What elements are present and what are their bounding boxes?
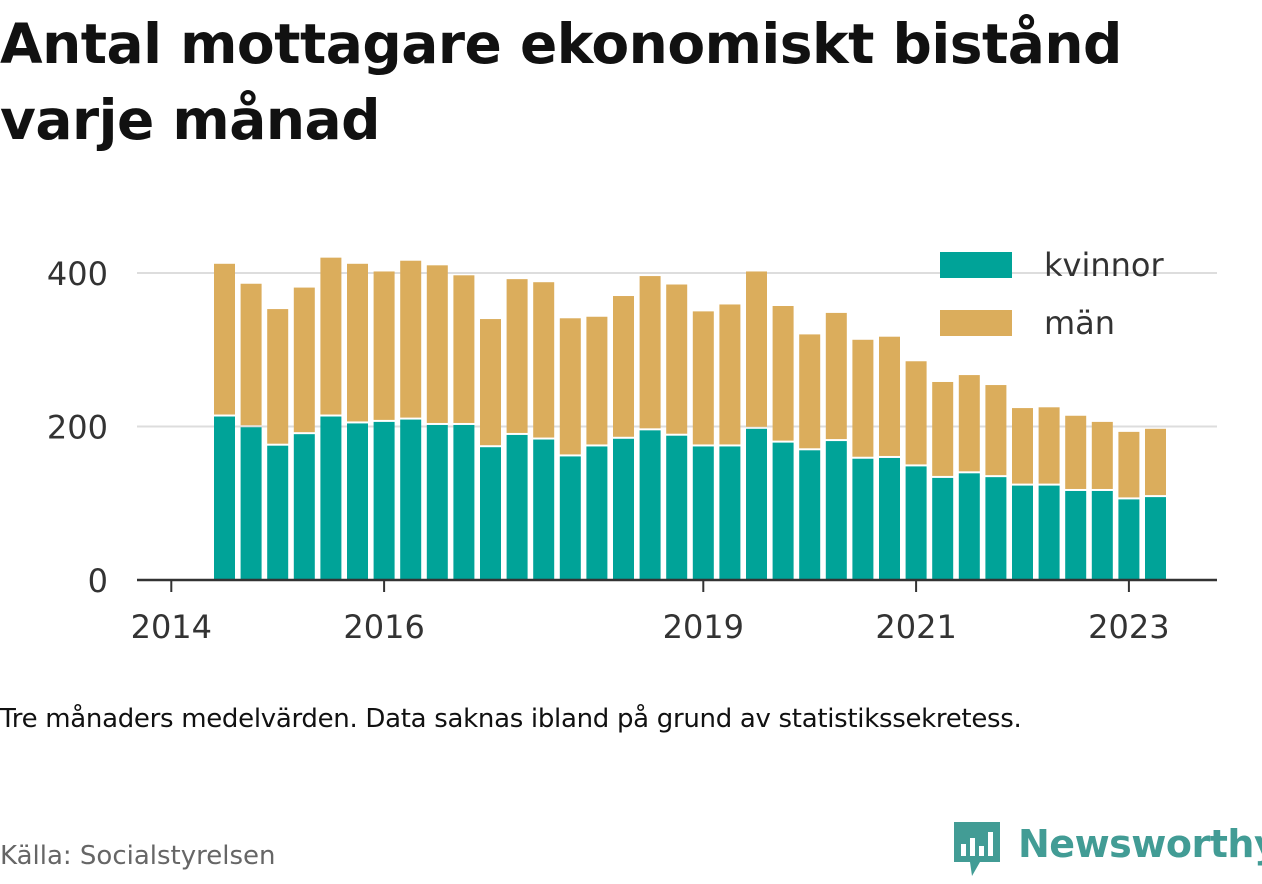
legend-swatch bbox=[940, 310, 1012, 336]
bar-kvinnor bbox=[1038, 485, 1060, 580]
legend-label: kvinnor bbox=[1044, 246, 1165, 284]
bar-kvinnor bbox=[825, 441, 847, 580]
bar-kvinnor bbox=[905, 466, 927, 580]
bar-man bbox=[879, 336, 900, 456]
bar-man bbox=[932, 381, 954, 476]
bar-man bbox=[746, 271, 767, 427]
bar-kvinnor bbox=[613, 438, 634, 580]
bar-kvinnor bbox=[985, 477, 1007, 580]
brand-name: Newsworthy bbox=[1018, 822, 1262, 866]
bar-kvinnor bbox=[347, 423, 368, 580]
bar-kvinnor bbox=[586, 446, 608, 580]
bar-man bbox=[1091, 421, 1113, 489]
bar-man bbox=[719, 304, 741, 445]
bar-man bbox=[1065, 415, 1087, 489]
bar-man bbox=[214, 263, 235, 415]
bar-man bbox=[613, 296, 634, 437]
bar-man bbox=[533, 282, 555, 438]
y-axis-ticks: 0 200 400 bbox=[47, 255, 108, 600]
bar-man bbox=[373, 271, 395, 420]
y-tick-label: 200 bbox=[47, 409, 108, 447]
chart-note: Tre månaders medelvärden. Data saknas ib… bbox=[0, 704, 1022, 734]
bar-man bbox=[852, 339, 874, 457]
bar-man bbox=[559, 318, 581, 455]
bar-man bbox=[320, 257, 342, 415]
x-tick-label: 2014 bbox=[131, 608, 212, 646]
bar-kvinnor bbox=[453, 424, 475, 580]
bar-man bbox=[293, 287, 315, 433]
bar-kvinnor bbox=[320, 416, 342, 580]
bar-man bbox=[1012, 408, 1033, 484]
x-axis-ticks: 2014 2016 2019 2021 2023 bbox=[131, 580, 1170, 646]
x-tick-label: 2023 bbox=[1088, 608, 1169, 646]
bar-man bbox=[799, 334, 821, 449]
series-kvinnor-bars bbox=[214, 416, 1166, 580]
source-credit: Källa: Socialstyrelsen bbox=[0, 841, 276, 871]
x-tick-label: 2021 bbox=[875, 608, 956, 646]
legend-label: män bbox=[1044, 304, 1115, 342]
bar-man bbox=[1038, 407, 1060, 484]
bar-kvinnor bbox=[719, 446, 741, 580]
bar-kvinnor bbox=[799, 450, 821, 580]
bar-kvinnor bbox=[533, 439, 555, 580]
bar-man bbox=[240, 283, 262, 426]
bar-man bbox=[692, 311, 714, 445]
bar-man bbox=[825, 312, 847, 440]
series-man-bars bbox=[214, 257, 1166, 498]
newsworthy-logo: Newsworthy bbox=[950, 818, 1262, 878]
bar-man bbox=[426, 265, 448, 423]
bar-kvinnor bbox=[666, 435, 688, 580]
bar-kvinnor bbox=[1118, 499, 1140, 580]
bar-man bbox=[958, 375, 980, 472]
bar-man bbox=[1118, 431, 1140, 498]
bar-man bbox=[480, 319, 501, 446]
bar-kvinnor bbox=[559, 456, 581, 580]
bar-kvinnor bbox=[506, 434, 528, 580]
bar-kvinnor bbox=[426, 424, 448, 580]
bar-kvinnor bbox=[879, 457, 900, 580]
bar-man bbox=[453, 275, 475, 423]
bar-man bbox=[985, 385, 1007, 476]
bar-man bbox=[666, 284, 688, 434]
bar-kvinnor bbox=[772, 442, 794, 580]
chart-title: Antal mottagare ekonomiskt bistånd varje… bbox=[0, 12, 1122, 152]
bar-kvinnor bbox=[1145, 497, 1166, 580]
bar-man bbox=[772, 306, 794, 441]
legend: kvinnor män bbox=[940, 246, 1165, 342]
bar-man bbox=[267, 309, 289, 444]
bar-kvinnor bbox=[1065, 490, 1087, 580]
newsworthy-logo-icon bbox=[954, 822, 1000, 876]
bar-kvinnor bbox=[639, 430, 661, 580]
bar-man bbox=[347, 263, 368, 422]
bar-man bbox=[905, 361, 927, 465]
bar-kvinnor bbox=[214, 416, 235, 580]
x-tick-label: 2016 bbox=[343, 608, 424, 646]
bar-man bbox=[506, 279, 528, 433]
bar-kvinnor bbox=[293, 434, 315, 580]
bar-kvinnor bbox=[932, 477, 954, 580]
bar-kvinnor bbox=[240, 427, 262, 580]
bar-kvinnor bbox=[852, 458, 874, 580]
y-tick-label: 400 bbox=[47, 255, 108, 293]
bar-kvinnor bbox=[400, 419, 422, 580]
bar-kvinnor bbox=[267, 445, 289, 580]
bar-kvinnor bbox=[373, 421, 395, 580]
bar-kvinnor bbox=[480, 447, 501, 580]
bar-kvinnor bbox=[1012, 485, 1033, 580]
legend-swatch bbox=[940, 252, 1012, 278]
bar-man bbox=[400, 260, 422, 418]
bar-kvinnor bbox=[692, 446, 714, 580]
bar-kvinnor bbox=[958, 473, 980, 580]
x-tick-label: 2019 bbox=[663, 608, 744, 646]
bar-kvinnor bbox=[746, 428, 767, 580]
bar-man bbox=[639, 276, 661, 429]
bar-man bbox=[1145, 428, 1166, 496]
stacked-bar-chart: 2014 2016 2019 2021 2023 0 200 400 kvinnor män bbox=[47, 246, 1217, 646]
y-tick-label: 0 bbox=[88, 562, 108, 600]
bar-man bbox=[586, 316, 608, 445]
bar-kvinnor bbox=[1091, 490, 1113, 580]
